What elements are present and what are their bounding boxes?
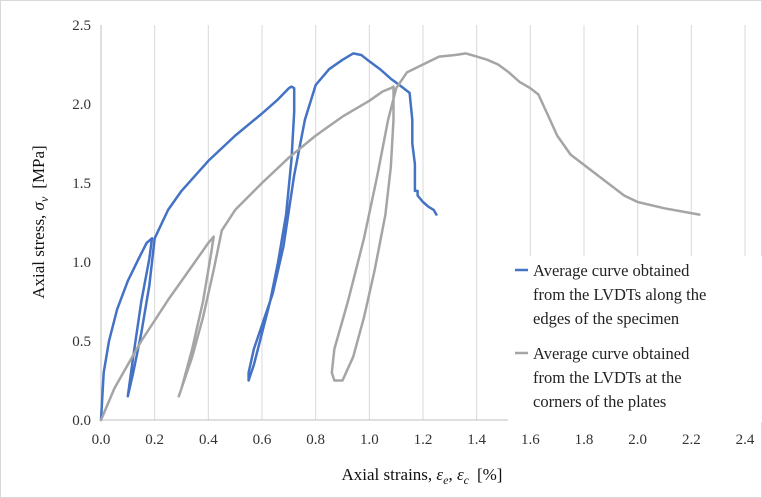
y-axis-title-main: Axial stress, [29, 210, 48, 298]
legend-box [508, 256, 762, 422]
x-tick-label: 1.0 [360, 432, 379, 448]
x-tick-label: 0.0 [92, 432, 111, 448]
x-tick-label: 1.6 [521, 432, 540, 448]
x-axis-sub-e: e [443, 473, 449, 487]
x-tick-label: 0.8 [306, 432, 325, 448]
x-axis-title-main: Axial strains, [342, 465, 437, 484]
x-tick-label: 1.4 [467, 432, 486, 448]
x-tick-label: 2.2 [682, 432, 701, 448]
x-tick-label: 1.2 [414, 432, 433, 448]
series-line-2 [99, 52, 701, 422]
x-axis-title: Axial strains, εe, εc [%] [342, 465, 503, 487]
y-tick-label: 2.5 [72, 18, 91, 34]
series-line-1 [99, 52, 438, 422]
y-tick-label: 1.5 [72, 176, 91, 192]
y-tick-label: 0.0 [72, 413, 91, 429]
x-axis-symbol-c: ε [457, 465, 464, 484]
y-tick-labels: 0.0 0.5 1.0 1.5 2.0 2.5 [72, 18, 91, 429]
x-axis-separator: , [448, 465, 457, 484]
x-tick-label: 0.6 [253, 432, 272, 448]
y-axis-title: Axial stress, σv [MPa] [29, 145, 51, 298]
y-axis-unit: [MPa] [29, 145, 48, 188]
x-tick-label: 0.4 [199, 432, 218, 448]
x-tick-label: 1.8 [575, 432, 594, 448]
x-axis-symbol-e: ε [436, 465, 443, 484]
x-axis-sub-c: c [464, 473, 470, 487]
legend-label: from the LVDTs at the [533, 368, 682, 387]
y-tick-label: 1.0 [72, 255, 91, 271]
y-axis-symbol-sigma: σ [29, 201, 48, 210]
y-tick-label: 2.0 [72, 97, 91, 113]
legend-label: Average curve obtained [533, 344, 690, 363]
series-lines [99, 52, 701, 422]
x-tick-label: 0.2 [145, 432, 164, 448]
x-tick-label: 2.0 [628, 432, 647, 448]
x-tick-label: 2.4 [736, 432, 755, 448]
legend-label: corners of the plates [533, 392, 666, 411]
legend: Average curve obtained from the LVDTs alo… [515, 261, 706, 411]
legend-label: edges of the specimen [533, 309, 679, 328]
x-tick-labels: 0.0 0.2 0.4 0.6 0.8 1.0 1.2 1.4 1.6 1.8 2.0 2.2 2.4 [92, 432, 755, 448]
y-tick-label: 0.5 [72, 334, 91, 350]
y-axis-sub-v: v [37, 196, 51, 202]
legend-label: Average curve obtained [533, 261, 690, 280]
legend-label: from the LVDTs along the [533, 285, 706, 304]
x-axis-unit: [%] [477, 465, 502, 484]
